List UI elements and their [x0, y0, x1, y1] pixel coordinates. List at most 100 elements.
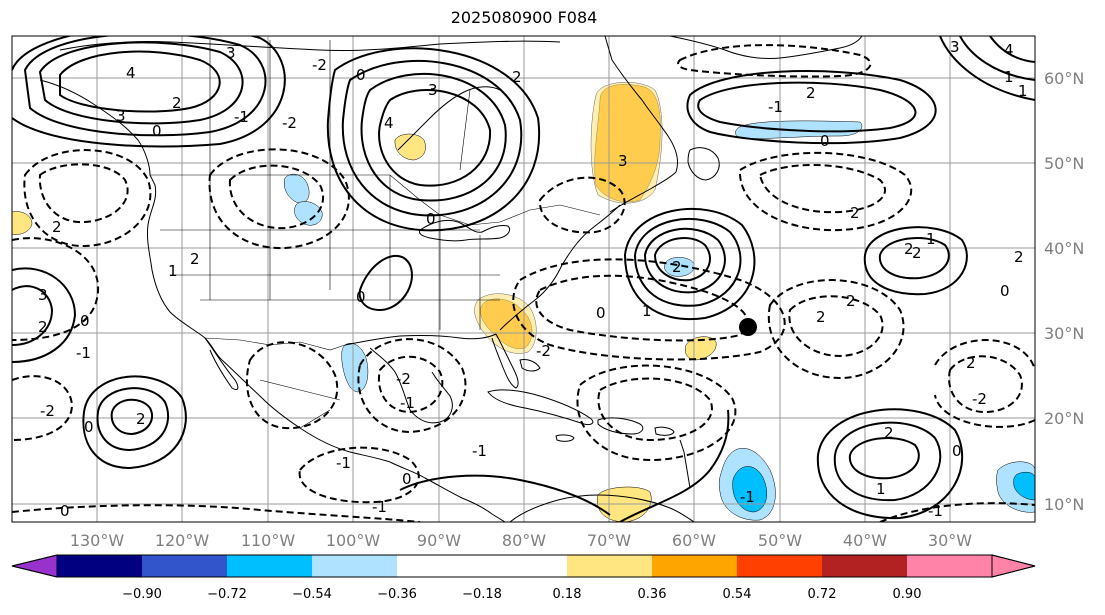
contour-label: -2 — [396, 370, 411, 388]
contour-label: 4 — [126, 64, 136, 82]
contour-label: 2 — [912, 244, 922, 262]
contour-label: 1 — [926, 230, 936, 248]
contour-label: 3 — [428, 81, 438, 99]
contour-pos-nw-4 — [12, 36, 286, 148]
contour-label: 0 — [402, 470, 412, 488]
contour-label: -2 — [40, 402, 55, 420]
contour-neg-atl-mid-1 — [758, 164, 886, 214]
contour-label: 0 — [356, 288, 366, 306]
contour-pos-sw-3 — [82, 375, 187, 470]
contour-label: 1 — [1018, 82, 1028, 100]
coastline-hispaniola — [597, 417, 644, 435]
contour-label: 3 — [618, 152, 628, 170]
map-frame — [11, 35, 1036, 523]
graticule — [12, 36, 1035, 522]
contour-neg-central-atl-2 — [767, 279, 905, 380]
contour-label: 2 — [136, 410, 146, 428]
contour-label: -2 — [282, 114, 297, 132]
contour-pos-w-2 — [12, 267, 77, 363]
lon-label-120w: 120°W — [155, 531, 210, 550]
contour-pos-atl-3 — [633, 218, 742, 307]
colorbar-extend-high — [991, 554, 1036, 578]
coastline-newfoundland — [687, 147, 720, 181]
contour-label: -2 — [312, 56, 327, 74]
colorbar-bin — [397, 555, 567, 577]
contour-pos-natl-2 — [686, 70, 937, 145]
colorbar-bin — [567, 555, 652, 577]
coastline-greenland — [669, 36, 863, 59]
contour-label: 2 — [512, 68, 522, 86]
coastline-florida — [491, 333, 519, 389]
contour-label: 2 — [850, 204, 860, 222]
contour-neg-east-coast — [538, 176, 626, 234]
shade-yellow-pacific — [12, 211, 33, 235]
contour-label: 3 — [950, 38, 960, 56]
contour-label: 4 — [384, 114, 394, 132]
coastline-nova-scotia — [609, 171, 677, 213]
contour-pos-ec-2 — [863, 226, 968, 296]
contour-pos-se-3 — [816, 408, 964, 520]
colorbar-bin — [652, 555, 737, 577]
contour-pos-atl-4 — [623, 207, 756, 321]
contour-neg-atl-south-2 — [576, 364, 737, 462]
coastline-central-america — [389, 461, 506, 522]
contour-pos-ec-1 — [878, 237, 950, 280]
contour-label: -1 — [372, 498, 387, 516]
contour-layer — [12, 36, 1035, 522]
lon-label-110w: 110°W — [241, 531, 296, 550]
contour-label: 2 — [38, 318, 48, 336]
colorbar-outline — [11, 554, 1036, 578]
contour-label: 4 — [1004, 41, 1014, 59]
contour-label: -1 — [768, 98, 783, 116]
contour-label: 2 — [806, 84, 816, 102]
contour-neg-atl-band-1 — [535, 274, 749, 342]
coastline-jamaica — [555, 434, 575, 442]
colorbar-tick-label: −0.54 — [292, 587, 332, 602]
contour-pos-hudson-3 — [341, 59, 523, 217]
coastline-lesser-antilles — [679, 439, 691, 489]
contour-label: 0 — [152, 122, 162, 140]
colorbar-tick-label: 0.72 — [808, 587, 837, 602]
contour-pos-atl-2 — [643, 227, 726, 294]
border-us-canada — [150, 174, 601, 226]
coastline-alaska-bc — [39, 79, 157, 271]
contour-label: 2 — [52, 218, 62, 236]
colorbar-bin — [737, 555, 822, 577]
contour-neg-se-edge — [879, 502, 1035, 522]
lon-label-30w: 30°W — [928, 531, 972, 550]
contour-label: 3 — [38, 286, 48, 304]
contour-pos-atl-1 — [653, 237, 711, 282]
contour-neg-mex — [245, 341, 339, 430]
contour-label: 0 — [84, 418, 94, 436]
colorbar-tick-label: −0.72 — [207, 587, 247, 602]
contour-label: -2 — [972, 390, 987, 408]
shade-yellow-labrador-rim — [590, 81, 663, 204]
lat-label-60n: 60°N — [1044, 69, 1084, 88]
colorbar-tick-label: 0.18 — [553, 587, 582, 602]
contour-pos-se-2 — [833, 421, 942, 502]
colorbar-tick-label: −0.90 — [122, 587, 162, 602]
coastline-great-lakes — [419, 219, 511, 242]
contour-neg-rockies-2 — [208, 148, 350, 250]
contour-label: 0 — [356, 66, 366, 84]
contour-neg-pnw-2 — [23, 149, 152, 248]
contour-label: 0 — [596, 304, 606, 322]
colorbar-bin — [822, 555, 907, 577]
contour-label: 3 — [226, 44, 236, 62]
lat-label-30n: 30°N — [1044, 324, 1084, 343]
contour-label: -2 — [536, 342, 551, 360]
contour-pos-ne-1 — [939, 36, 1035, 101]
contour-label: 1 — [642, 302, 652, 320]
colorbar-bin — [227, 555, 312, 577]
map-title: 2025080900 F084 — [450, 8, 598, 27]
contour-label: 2 — [672, 258, 682, 276]
coastline-us-west — [151, 269, 223, 361]
colorbar-tick-label: 0.54 — [723, 587, 752, 602]
lon-label-90w: 90°W — [417, 531, 461, 550]
contour-label: -1 — [234, 108, 249, 126]
political-borders — [150, 40, 601, 429]
contour-label: 0 — [952, 442, 962, 460]
contour-neg-atl-band-2 — [512, 258, 786, 361]
longitude-labels: 130°W 120°W 110°W 100°W 90°W 80°W 70°W 6… — [70, 531, 972, 550]
